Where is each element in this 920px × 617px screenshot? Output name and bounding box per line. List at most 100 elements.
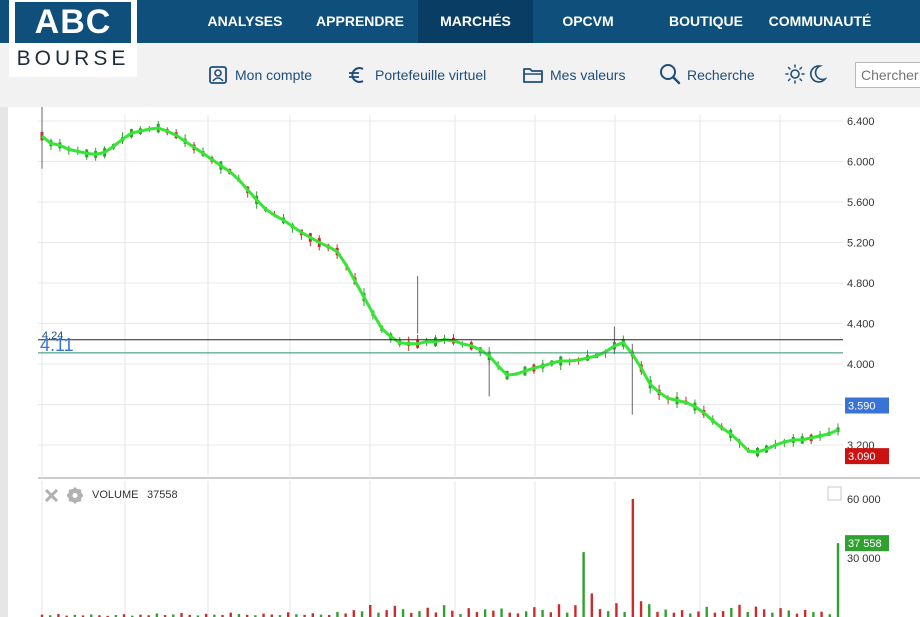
account-link[interactable]: Mon compte <box>208 62 323 88</box>
volume-bar <box>779 608 782 617</box>
volume-bar <box>319 614 323 617</box>
volume-tick-label: 30 000 <box>847 553 881 565</box>
account-icon <box>209 66 227 84</box>
volume-bar <box>582 552 585 617</box>
volume-bar <box>204 613 208 617</box>
site-logo[interactable]: ABC BOURSE <box>9 0 137 77</box>
research-label: Recherche <box>687 67 755 83</box>
volume-bar <box>385 610 388 617</box>
volume-bar <box>508 612 511 617</box>
volume-bar <box>426 607 429 617</box>
low-price-badge: 3.090 <box>845 448 889 465</box>
volume-bar <box>188 614 191 617</box>
volume-bar <box>836 543 840 617</box>
volume-bar <box>303 614 306 617</box>
price-tick-label: 4.000 <box>847 359 875 371</box>
volume-bar <box>352 610 356 617</box>
volume-bar <box>639 601 643 617</box>
volume-bar <box>754 606 758 617</box>
price-tick-label: 4.400 <box>847 319 875 331</box>
volume-bar <box>467 608 470 617</box>
volume-bar <box>40 614 44 617</box>
nav-marches[interactable]: MARCHÉS <box>418 0 533 43</box>
volume-bar <box>705 606 708 617</box>
volume-bar <box>213 614 216 617</box>
volume-bar <box>557 604 561 617</box>
volume-bar <box>163 615 167 617</box>
top-navigation-bar: ANALYSES APPRENDRE MARCHÉS OPCVM BOUTIQU… <box>0 0 920 43</box>
volume-bar <box>795 613 799 617</box>
portfolio-link[interactable]: Portefeuille virtuel <box>347 62 497 88</box>
volume-bar <box>237 614 241 617</box>
nav-apprendre[interactable]: APPRENDRE <box>316 13 404 29</box>
volume-bar <box>401 609 405 617</box>
volume-bar <box>336 611 339 617</box>
volume-bar <box>689 613 692 617</box>
volume-bar <box>483 609 487 617</box>
volume-bar <box>122 614 126 617</box>
volume-bar <box>393 605 397 617</box>
volume-bar <box>631 499 635 617</box>
volume-bar <box>549 612 552 617</box>
current-volume-label: 37 558 <box>848 538 882 550</box>
volume-bar <box>180 613 183 617</box>
logo-abc: ABC <box>15 2 131 43</box>
price-tick-label: 5.200 <box>847 238 875 250</box>
nav-communaute[interactable]: COMMUNAUTÉ <box>768 13 872 29</box>
price-grid <box>38 115 843 476</box>
logo-bourse: BOURSE <box>16 47 130 70</box>
price-tick-label: 4.800 <box>847 278 875 290</box>
research-link[interactable]: Recherche <box>659 62 759 88</box>
volume-bar <box>369 605 372 617</box>
volume-bar <box>98 615 101 617</box>
volume-bar <box>221 615 224 617</box>
search-input[interactable] <box>855 62 920 88</box>
close-icon[interactable] <box>44 488 59 503</box>
volume-bar <box>73 614 77 617</box>
volume-bar <box>245 614 249 617</box>
volume-bar <box>721 611 725 617</box>
volume-bar <box>131 615 134 617</box>
volume-bar <box>598 609 602 617</box>
volume-bar <box>500 608 503 617</box>
volume-bar <box>434 612 438 617</box>
volume-bar <box>90 614 93 617</box>
volume-header: VOLUME 37558 <box>44 486 842 504</box>
volume-bar <box>787 610 790 617</box>
stock-chart[interactable]: 4.24 4.11 6.400 6.000 5.600 5.200 4.800 4.400… <box>0 107 920 617</box>
my-values-link[interactable]: Mes valeurs <box>522 62 632 88</box>
chart-left-scroll-edge <box>0 107 8 617</box>
moving-average-line <box>41 126 839 454</box>
volume-bar <box>648 604 651 617</box>
volume-bar <box>328 615 331 617</box>
volume-bar <box>344 613 347 617</box>
volume-bar <box>574 605 577 617</box>
volume-bar <box>81 615 85 617</box>
gear-icon[interactable] <box>67 487 83 504</box>
volume-bar <box>524 611 528 617</box>
account-label: Mon compte <box>235 67 313 83</box>
theme-toggle[interactable] <box>785 62 830 88</box>
price-tick-label: 6.000 <box>847 157 875 169</box>
volume-bar <box>615 603 618 617</box>
volume-bar <box>738 604 741 617</box>
volume-bar <box>147 615 150 617</box>
volume-bar <box>155 613 159 617</box>
nav-opcvm[interactable]: OPCVM <box>562 13 614 29</box>
volume-bar <box>803 609 807 617</box>
volume-bar <box>516 613 520 617</box>
volume-bar <box>270 614 273 617</box>
nav-analyses[interactable]: ANALYSES <box>207 13 283 29</box>
volume-bar <box>565 612 569 617</box>
volume-tick-label: 60 000 <box>847 494 881 506</box>
volume-bar <box>410 612 413 617</box>
volume-maximize-box[interactable] <box>827 486 842 501</box>
volume-bar <box>106 615 109 617</box>
my-values-label: Mes valeurs <box>550 67 626 83</box>
volume-bar <box>828 614 831 617</box>
volume-bar <box>114 615 118 617</box>
nav-boutique[interactable]: BOUTIQUE <box>669 13 743 29</box>
volume-value: 37558 <box>147 489 178 501</box>
volume-bar <box>730 607 733 617</box>
volume-bar <box>65 615 68 617</box>
